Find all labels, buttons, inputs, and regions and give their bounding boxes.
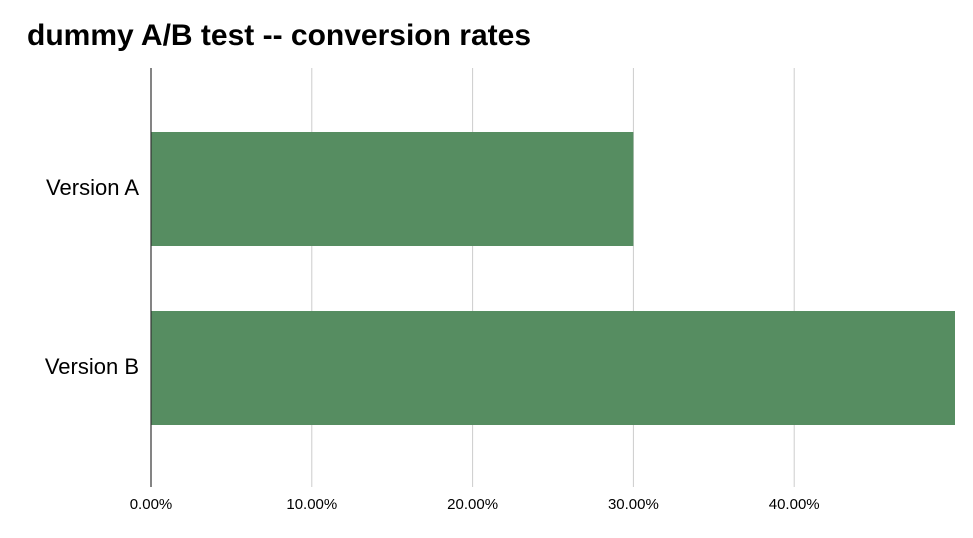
x-tick-label: 20.00% bbox=[447, 496, 498, 513]
bar bbox=[151, 311, 955, 425]
x-tick-label: 10.00% bbox=[286, 496, 337, 513]
y-tick-label: Version B bbox=[45, 354, 139, 379]
chart-title: dummy A/B test -- conversion rates bbox=[27, 19, 531, 52]
x-tick-label: 30.00% bbox=[608, 496, 659, 513]
y-tick-label: Version A bbox=[46, 175, 139, 200]
x-tick-label: 0.00% bbox=[130, 496, 173, 513]
x-tick-label: 40.00% bbox=[769, 496, 820, 513]
bar bbox=[151, 132, 634, 246]
